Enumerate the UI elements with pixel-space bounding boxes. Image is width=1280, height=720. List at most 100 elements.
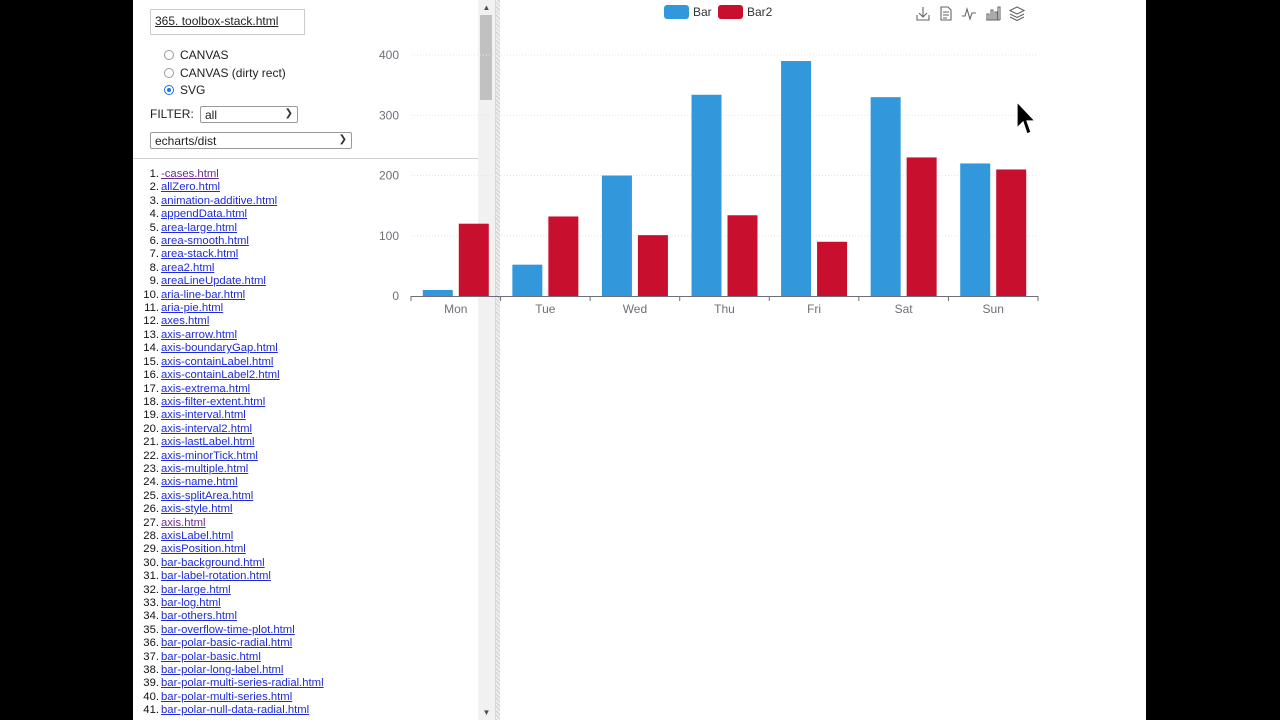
test-link[interactable]: axis-containLabel2.html: [161, 369, 280, 382]
test-link[interactable]: bar-polar-basic-radial.html: [161, 637, 293, 650]
data-view-icon[interactable]: [940, 6, 952, 21]
test-link[interactable]: bar-polar-null-data-radial.html: [161, 704, 310, 717]
bar-bar-thu[interactable]: [691, 94, 722, 296]
test-link[interactable]: axisPosition.html: [161, 543, 246, 556]
test-link[interactable]: bar-background.html: [161, 556, 265, 569]
radio-checked-icon[interactable]: [164, 85, 174, 95]
bar-chart-icon[interactable]: [986, 6, 1001, 21]
list-item-number: 29.: [143, 543, 159, 556]
test-link[interactable]: bar-polar-basic.html: [161, 650, 261, 663]
bar-bar2-tue[interactable]: [548, 216, 579, 296]
test-link[interactable]: allZero.html: [161, 181, 221, 194]
list-item-number: 31.: [143, 570, 159, 583]
list-item-number: 26.: [143, 503, 159, 516]
test-link[interactable]: area2.html: [161, 261, 215, 274]
bar-bar-sun[interactable]: [960, 163, 991, 296]
test-link[interactable]: bar-overflow-time-plot.html: [161, 623, 295, 636]
test-link[interactable]: axis-extrema.html: [161, 382, 251, 395]
test-link[interactable]: axes.html: [161, 315, 210, 328]
list-item-number: 28.: [143, 529, 159, 542]
test-link[interactable]: -cases.html: [161, 168, 219, 180]
bar-bar-wed[interactable]: [601, 175, 632, 297]
test-link[interactable]: axis-arrow.html: [161, 328, 237, 341]
radio-icon[interactable]: [164, 50, 174, 60]
bar-bar2-thu[interactable]: [727, 215, 758, 296]
list-item: 33. bar-log.html: [141, 597, 478, 610]
test-link[interactable]: bar-others.html: [161, 610, 237, 623]
test-link[interactable]: axis-style.html: [161, 503, 233, 516]
test-link[interactable]: axis-containLabel.html: [161, 355, 274, 368]
list-item: 17. axis-extrema.html: [141, 383, 478, 396]
legend-swatch[interactable]: [718, 5, 743, 19]
test-link[interactable]: axis-boundaryGap.html: [161, 342, 278, 355]
panel-resize-handle[interactable]: [495, 0, 500, 720]
y-tick-label: 0: [392, 289, 399, 303]
legend-label[interactable]: Bar: [693, 5, 712, 19]
bar-bar-fri[interactable]: [781, 61, 812, 297]
list-item: 3. animation-additive.html: [141, 195, 478, 208]
test-link[interactable]: aria-line-bar.html: [161, 288, 246, 301]
renderer-option-canvas-dirty-rect[interactable]: CANVAS (dirty rect): [164, 65, 286, 81]
dist-select[interactable]: echarts/dist ❯: [150, 132, 352, 149]
test-link[interactable]: area-large.html: [161, 221, 237, 234]
scroll-down-arrow-icon[interactable]: ▼: [482, 708, 491, 717]
list-item-number: 41.: [143, 704, 159, 717]
test-link[interactable]: axis-lastLabel.html: [161, 436, 255, 449]
list-item-number: 15.: [143, 355, 159, 368]
test-link[interactable]: aria-pie.html: [161, 302, 224, 315]
download-icon[interactable]: [916, 7, 930, 21]
bar-bar2-sat[interactable]: [906, 157, 937, 296]
renderer-option-canvas[interactable]: CANVAS: [164, 47, 228, 63]
test-link[interactable]: axis-multiple.html: [161, 462, 249, 475]
test-link[interactable]: axis-filter-extent.html: [161, 395, 266, 408]
test-link[interactable]: bar-polar-long-label.html: [161, 664, 284, 677]
test-link[interactable]: appendData.html: [161, 208, 248, 221]
list-item: 35. bar-overflow-time-plot.html: [141, 624, 478, 637]
bar-bar2-sun[interactable]: [996, 169, 1027, 296]
renderer-option-svg[interactable]: SVG: [164, 82, 205, 98]
test-link[interactable]: animation-additive.html: [161, 194, 278, 207]
test-link[interactable]: axis-name.html: [161, 476, 238, 489]
filter-select[interactable]: all ❯: [200, 106, 298, 123]
list-item-number: 1.: [149, 168, 159, 180]
bar-bar-mon[interactable]: [422, 289, 453, 296]
test-link[interactable]: axisLabel.html: [161, 529, 234, 542]
test-link[interactable]: bar-large.html: [161, 583, 231, 596]
test-file-list: 1. -cases.html 2. allZero.html 3. animation-a…: [133, 160, 478, 720]
bar-bar2-fri[interactable]: [817, 241, 848, 296]
bar-bar-tue[interactable]: [512, 264, 543, 296]
test-link[interactable]: bar-polar-multi-series.html: [161, 690, 293, 703]
scrollbar-thumb[interactable]: [480, 15, 492, 100]
list-item: 37. bar-polar-basic.html: [141, 651, 478, 664]
bar-bar2-mon[interactable]: [458, 223, 489, 296]
legend-swatch[interactable]: [664, 5, 689, 19]
x-tick-label: Thu: [714, 302, 735, 316]
stack-icon[interactable]: [1008, 6, 1026, 22]
mouse-cursor-icon: [1016, 101, 1036, 135]
test-link[interactable]: bar-log.html: [161, 597, 221, 609]
test-link[interactable]: axis-interval.html: [161, 409, 246, 422]
list-item: 40. bar-polar-multi-series.html: [141, 691, 478, 704]
test-link[interactable]: area-stack.html: [161, 248, 239, 261]
scroll-up-arrow-icon[interactable]: ▲: [482, 3, 491, 12]
list-scrollbar[interactable]: ▲ ▼: [478, 0, 495, 720]
test-link[interactable]: area-smooth.html: [161, 235, 249, 248]
list-item: 12. axes.html: [141, 315, 478, 328]
test-link[interactable]: axis-minorTick.html: [161, 449, 258, 462]
test-link[interactable]: areaLineUpdate.html: [161, 275, 266, 288]
list-item: 34. bar-others.html: [141, 610, 478, 623]
line-chart-icon[interactable]: [962, 7, 976, 21]
list-item-number: 3.: [149, 194, 159, 207]
test-link[interactable]: axis.html: [161, 516, 206, 529]
test-link[interactable]: axis-interval2.html: [161, 422, 253, 435]
dist-value: echarts/dist: [155, 134, 217, 148]
bar-bar2-wed[interactable]: [637, 235, 668, 296]
test-link[interactable]: bar-polar-multi-series-radial.html: [161, 677, 324, 690]
radio-icon[interactable]: [164, 68, 174, 78]
list-item-number: 13.: [143, 328, 159, 341]
legend-label[interactable]: Bar2: [747, 5, 773, 19]
test-link[interactable]: bar-label-rotation.html: [161, 570, 271, 583]
test-link[interactable]: axis-splitArea.html: [161, 489, 254, 502]
bar-bar-sat[interactable]: [870, 97, 901, 296]
list-item: 20. axis-interval2.html: [141, 423, 478, 436]
